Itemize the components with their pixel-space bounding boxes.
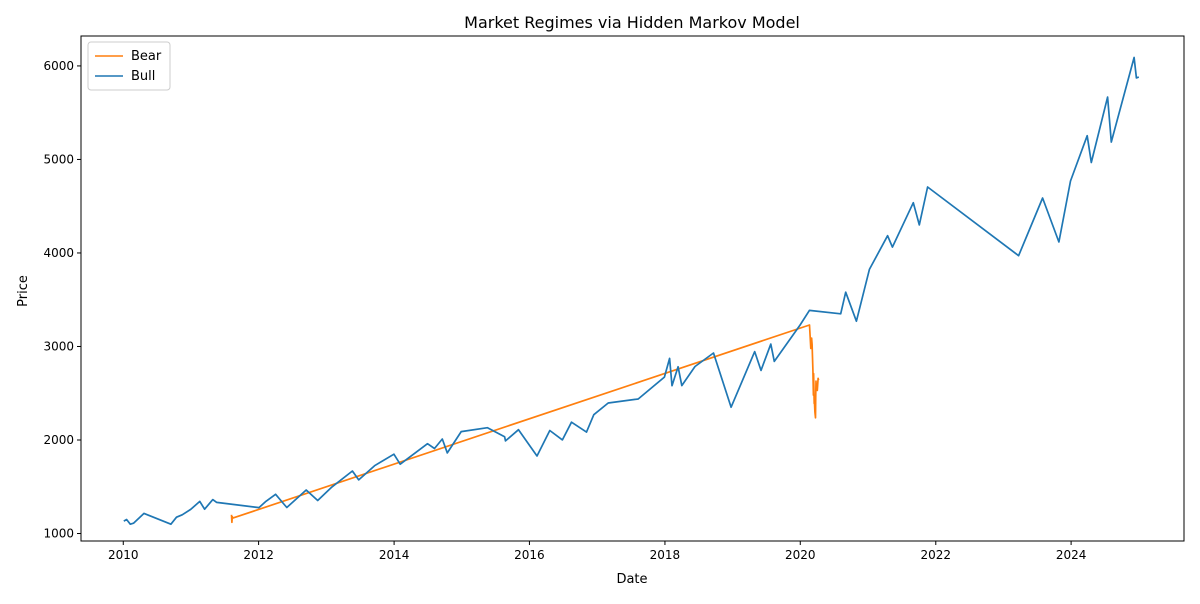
y-tick-label: 5000 [43, 152, 74, 166]
y-axis-label: Price [16, 275, 31, 307]
x-axis-label: Date [616, 572, 647, 587]
y-tick-label: 6000 [43, 59, 74, 73]
chart-title: Market Regimes via Hidden Markov Model [464, 13, 800, 32]
y-tick-label: 2000 [43, 433, 74, 447]
legend-label-bull: Bull [131, 69, 155, 84]
x-tick-label: 2018 [650, 548, 681, 562]
plot-area [123, 56, 1140, 526]
x-tick-label: 2024 [1056, 548, 1087, 562]
x-tick-label: 2016 [514, 548, 545, 562]
x-tick-label: 2012 [243, 548, 274, 562]
x-tick-label: 2022 [921, 548, 952, 562]
legend: Bear Bull [87, 41, 171, 91]
legend-label-bear: Bear [131, 49, 162, 64]
y-tick-label: 3000 [43, 339, 74, 353]
x-tick-label: 2010 [108, 548, 139, 562]
x-tick-label: 2014 [379, 548, 410, 562]
x-axis: 2010 2012 2014 2016 2018 2020 2022 2024 [108, 541, 1086, 562]
y-axis: 1000 2000 3000 4000 5000 6000 [43, 59, 81, 541]
y-tick-label: 4000 [43, 246, 74, 260]
y-tick-label: 1000 [43, 527, 74, 541]
plot-frame [80, 35, 1185, 542]
series-line-bull [123, 56, 1140, 526]
x-tick-label: 2020 [785, 548, 816, 562]
series-line-bear [230, 324, 820, 524]
legend-box [87, 41, 171, 91]
